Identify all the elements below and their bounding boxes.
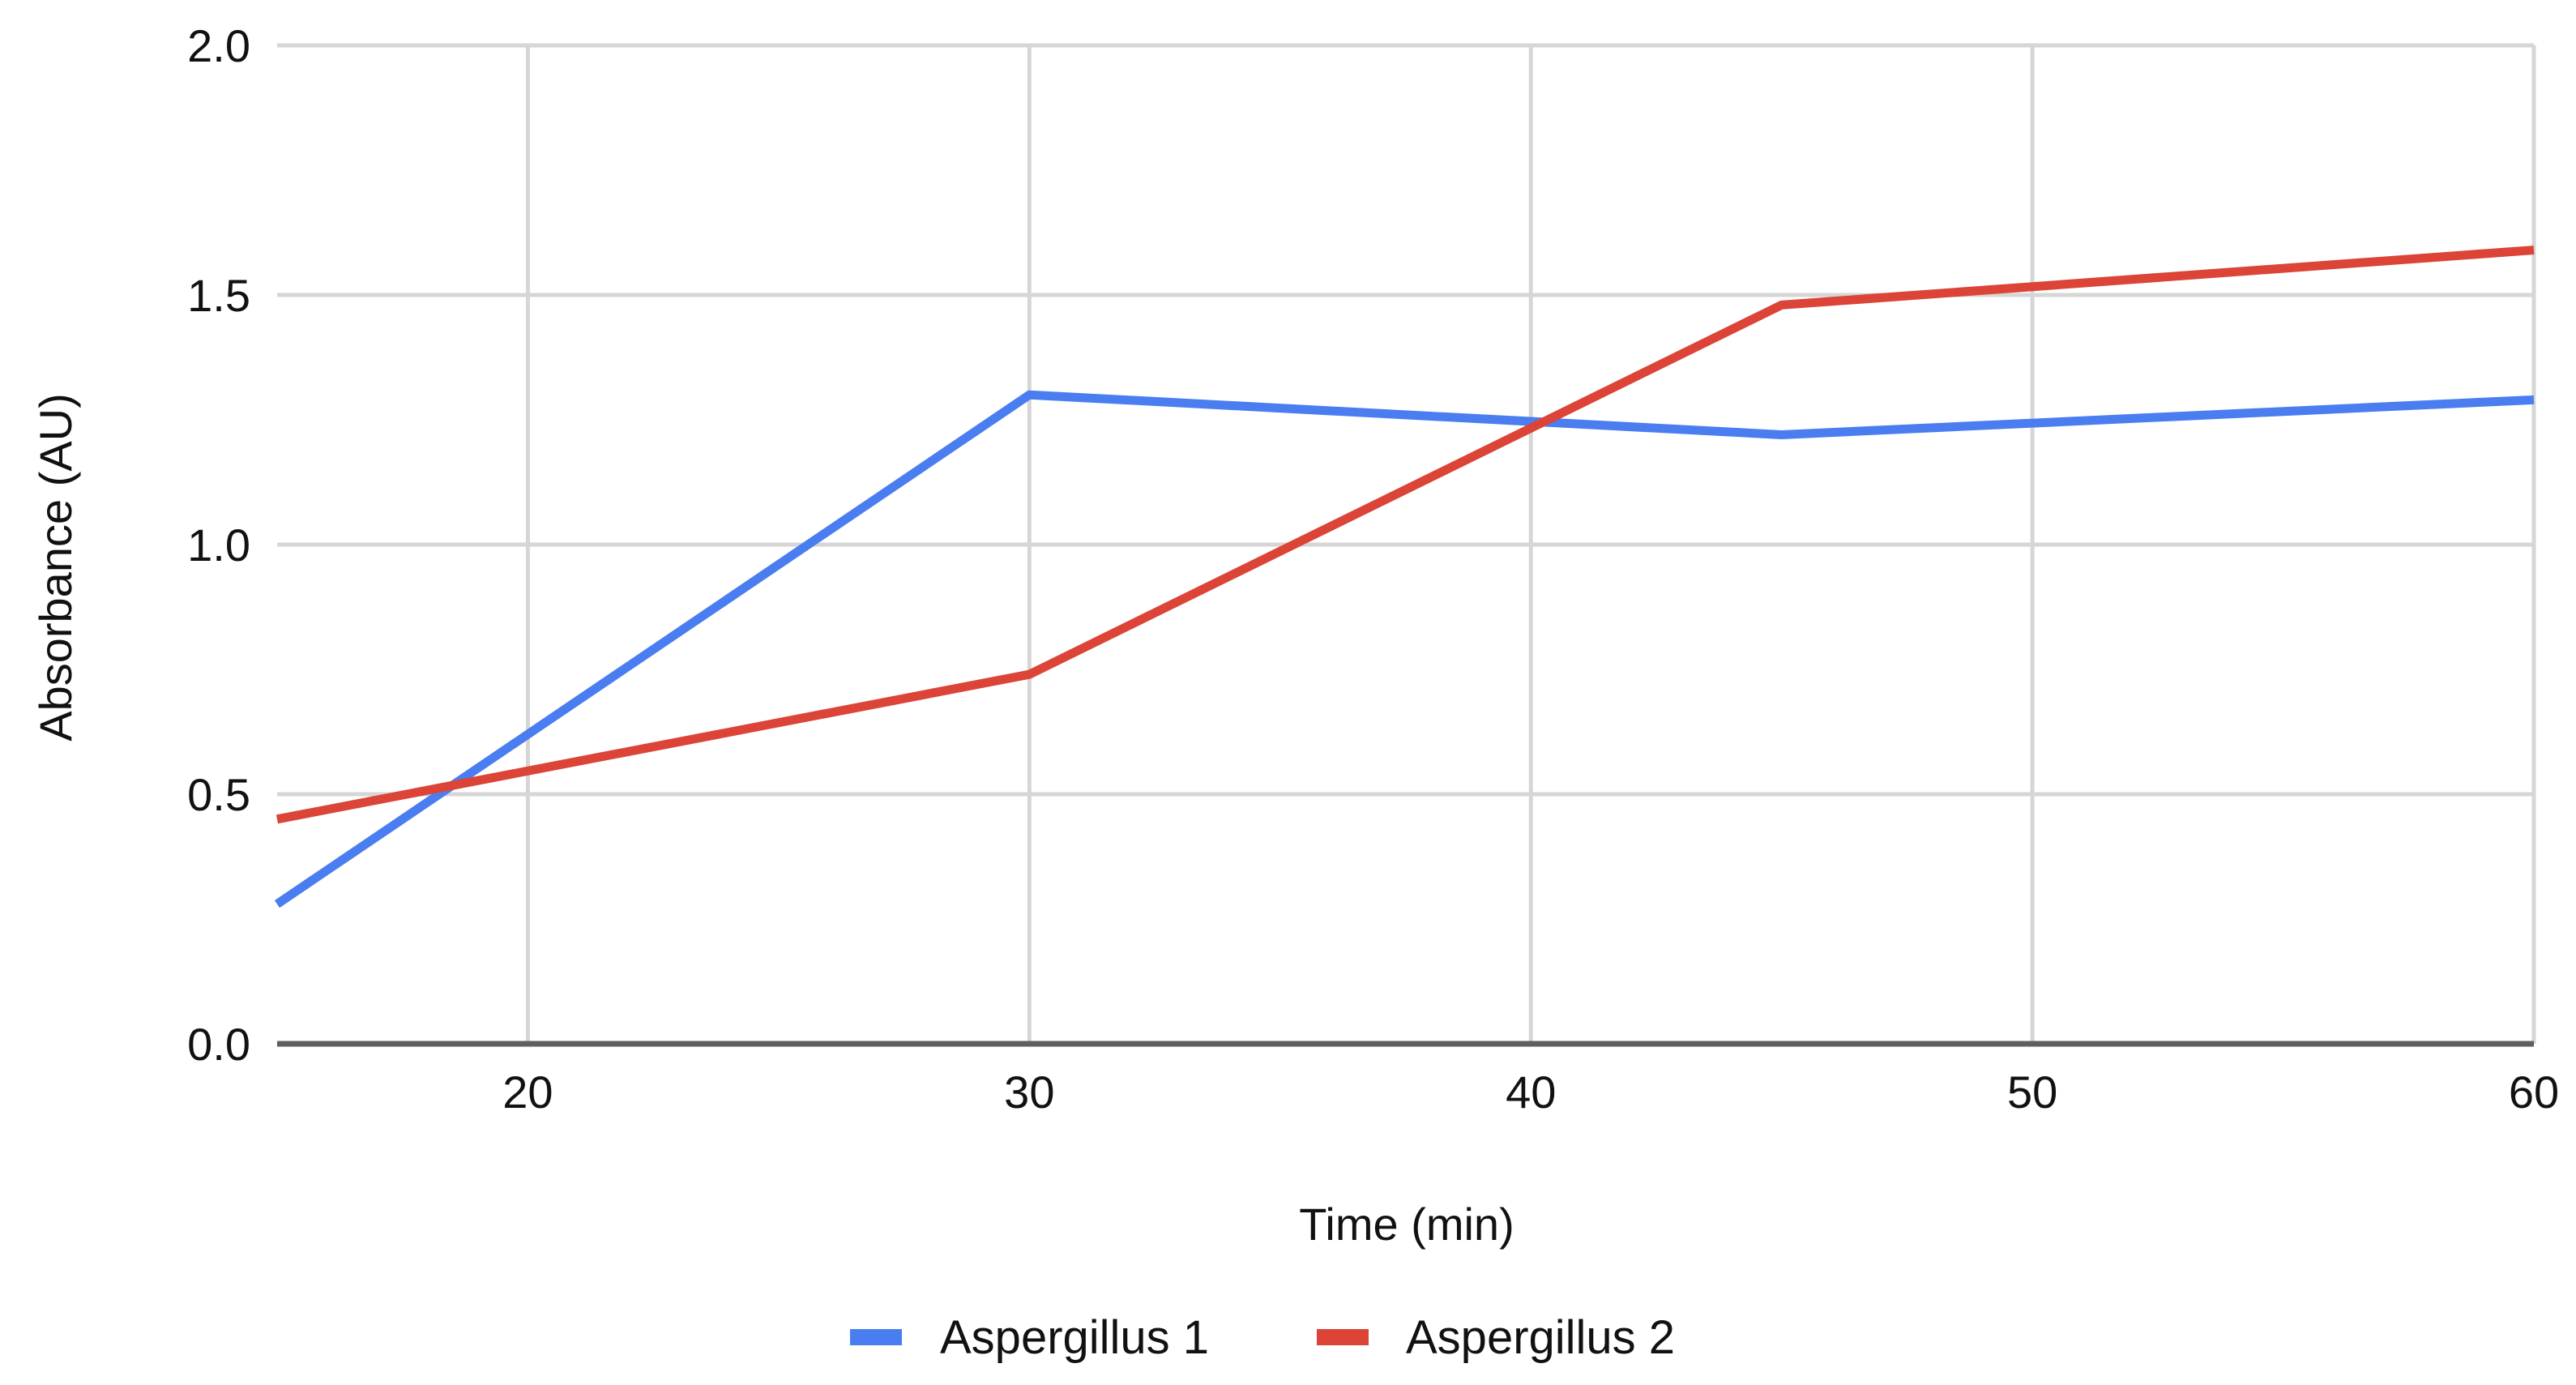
x-axis-ticks: 20 30 40 50 60 (502, 1067, 2559, 1118)
legend-label-aspergillus-1: Aspergillus 1 (940, 1311, 1209, 1364)
x-tick-label: 50 (2007, 1067, 2057, 1118)
legend-swatch-aspergillus-2 (1317, 1329, 1369, 1345)
gridlines (277, 43, 2536, 1044)
plot-series (274, 246, 2535, 908)
y-axis-title: Absorbance (AU) (30, 393, 81, 742)
legend-swatch-aspergillus-1 (850, 1329, 902, 1345)
y-tick-label: 2.0 (187, 20, 250, 71)
y-tick-label: 1.0 (187, 519, 250, 571)
y-tick-label: 0.0 (187, 1019, 250, 1070)
x-tick-label: 30 (1004, 1067, 1054, 1118)
x-tick-label: 60 (2509, 1067, 2559, 1118)
x-tick-label: 20 (502, 1067, 553, 1118)
y-axis-ticks: 0.0 0.5 1.0 1.5 2.0 (187, 20, 250, 1070)
legend: Aspergillus 1 Aspergillus 2 (850, 1311, 1675, 1364)
x-axis-title: Time (min) (1299, 1199, 1514, 1250)
series-line-2 (276, 246, 2535, 824)
x-tick-label: 40 (1506, 1067, 1556, 1118)
y-tick-label: 0.5 (187, 769, 250, 820)
series-line-1 (274, 390, 2535, 908)
legend-label-aspergillus-2: Aspergillus 2 (1406, 1311, 1675, 1364)
y-tick-label: 1.5 (187, 270, 250, 321)
